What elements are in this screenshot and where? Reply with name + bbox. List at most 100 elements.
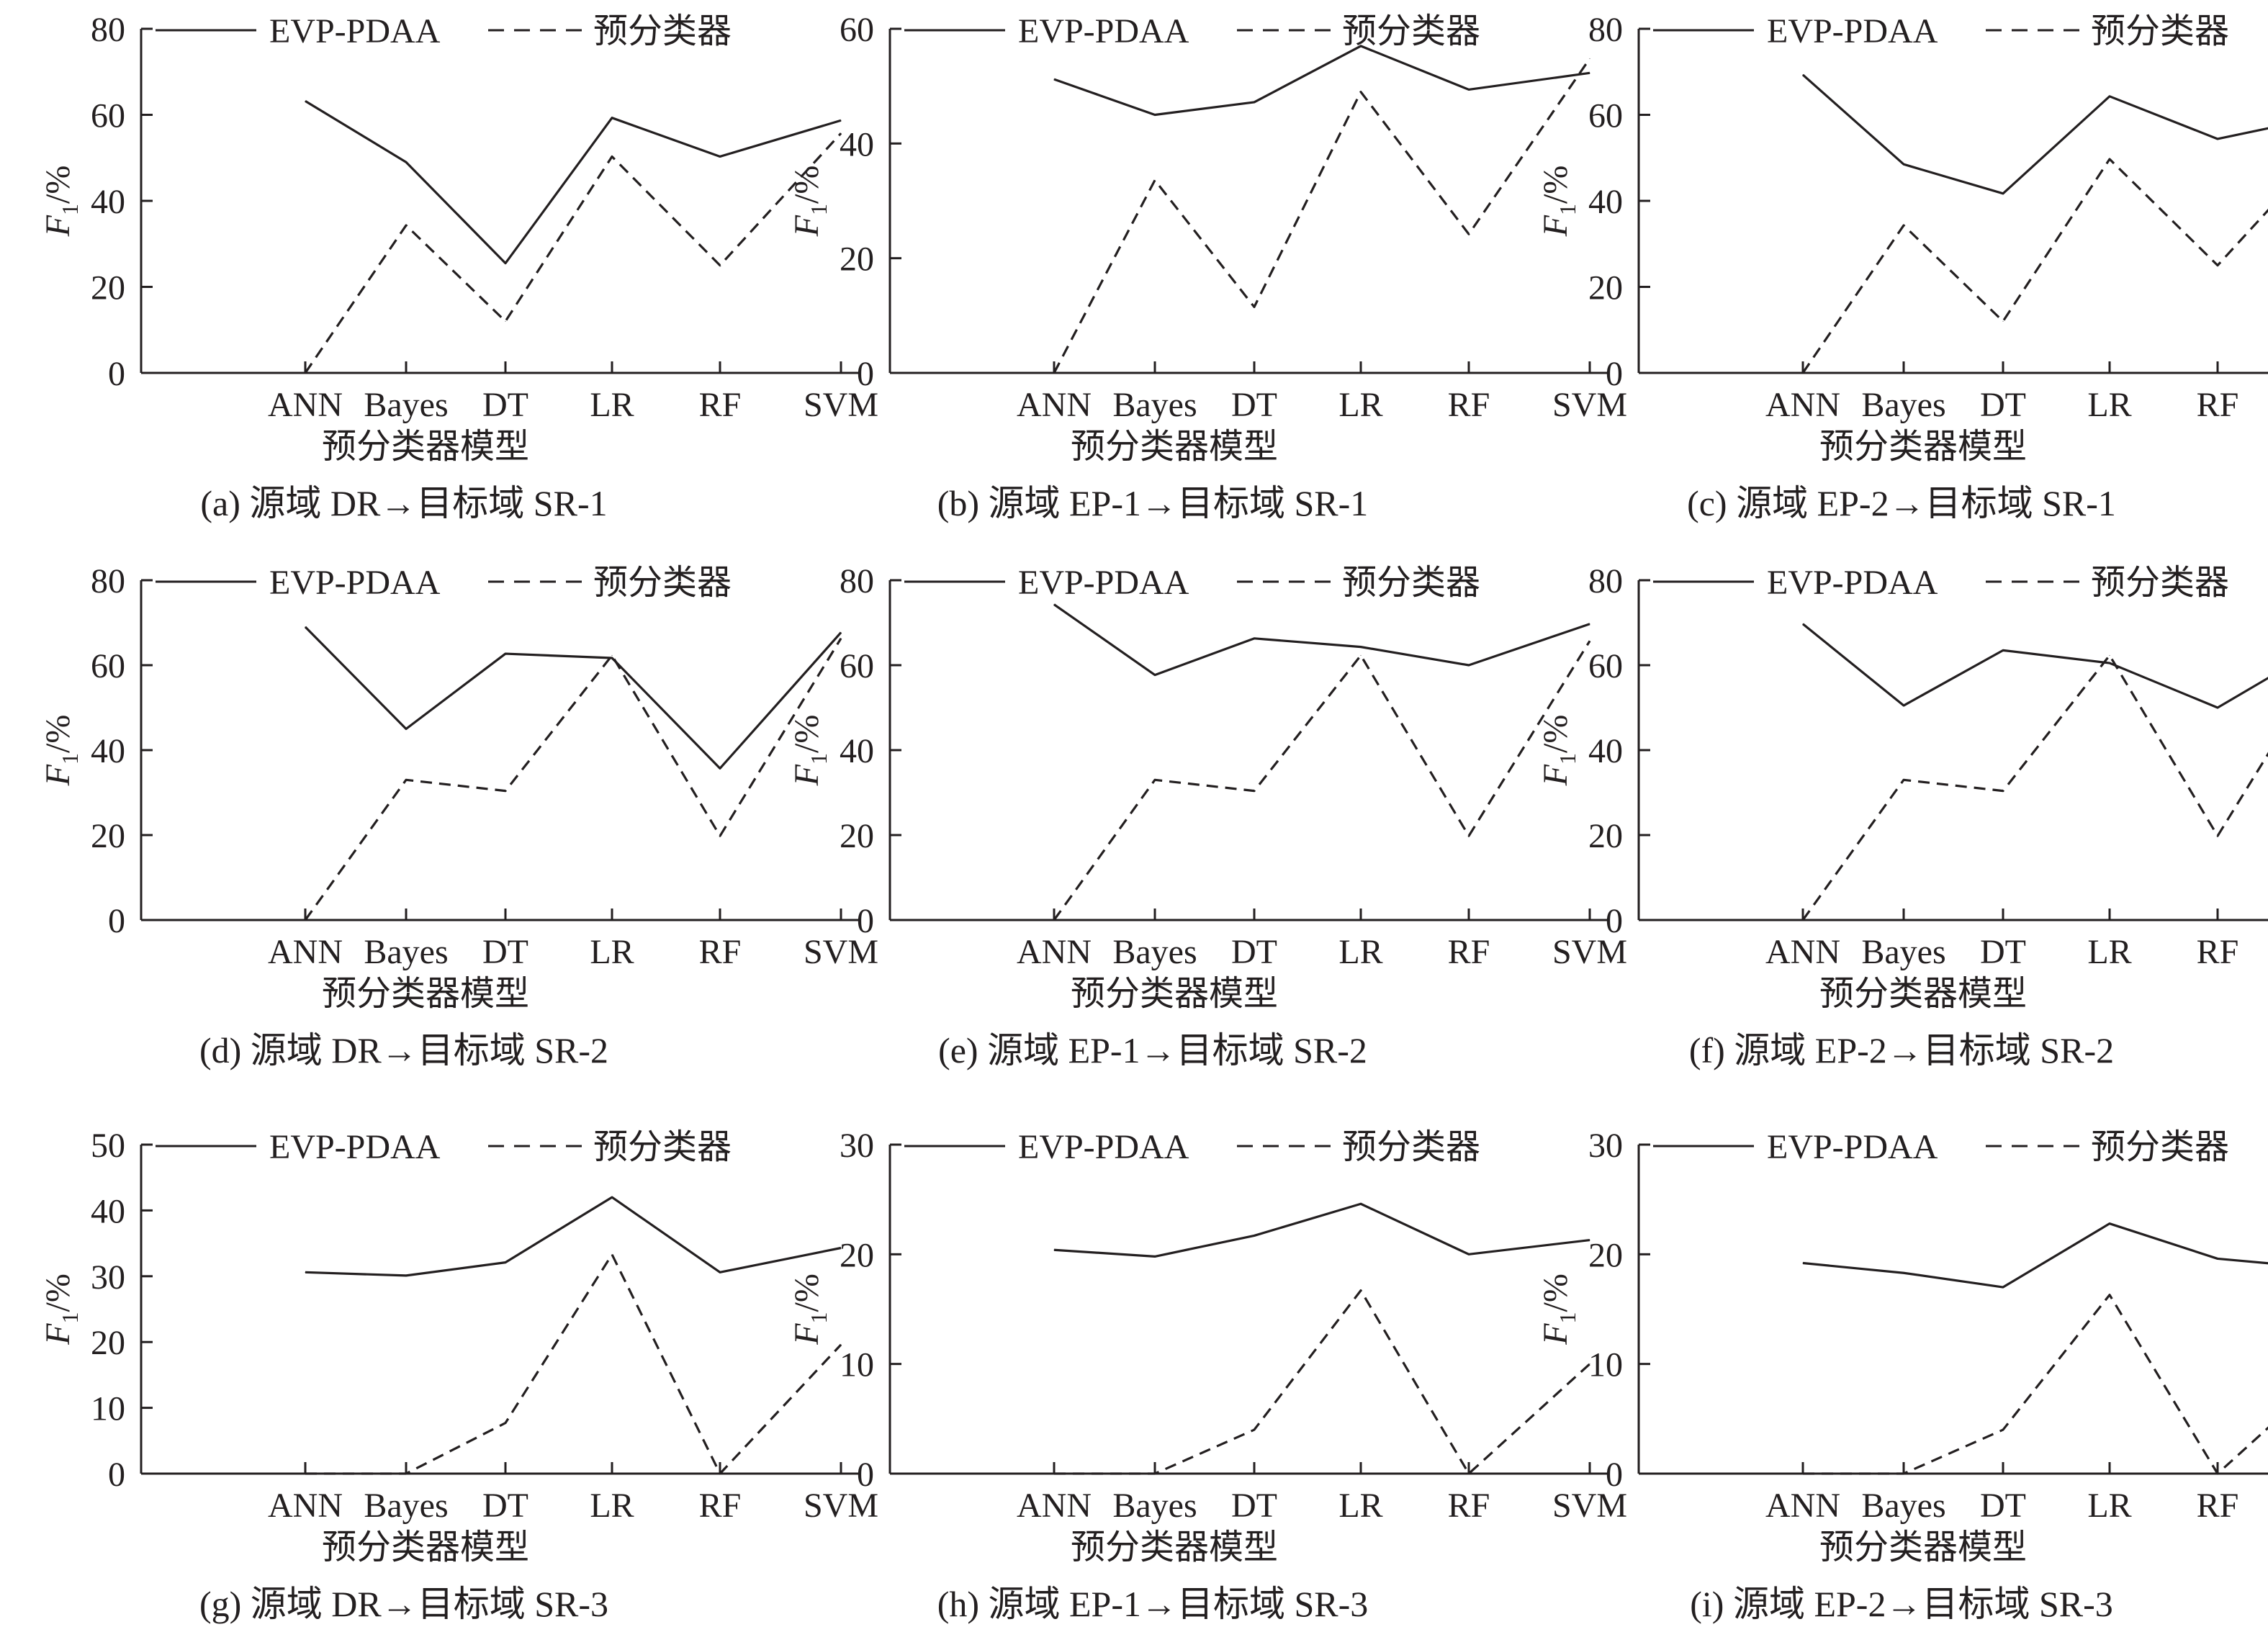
x-tick-label: LR xyxy=(590,933,634,971)
x-tick-label: Bayes xyxy=(364,1487,448,1525)
y-axis-label-f: F xyxy=(39,764,77,786)
y-axis-label-unit: /% xyxy=(1536,715,1575,753)
panel-caption: (i) 源域 EP-2→目标域 SR-3 xyxy=(1690,1584,2113,1624)
y-axis-label-sub: 1 xyxy=(1554,1312,1580,1324)
data-point xyxy=(719,1271,721,1273)
y-tick-label: 20 xyxy=(1588,817,1623,855)
y-axis-label-unit: /% xyxy=(788,166,826,204)
data-point xyxy=(1468,835,1470,837)
y-tick-label: 80 xyxy=(1588,562,1623,600)
y-axis-label-sub: 1 xyxy=(806,753,832,765)
y-tick-label: 30 xyxy=(840,1127,874,1165)
panel-caption: (g) 源域 DR→目标域 SR-3 xyxy=(199,1584,608,1624)
data-point xyxy=(305,372,306,374)
data-point xyxy=(305,1271,306,1273)
panel-caption: (a) 源域 DR→目标域 SR-1 xyxy=(200,483,607,523)
panel-caption: (b) 源域 EP-1→目标域 SR-1 xyxy=(937,483,1369,523)
x-tick-label: ANN xyxy=(1765,933,1840,971)
x-tick-label: SVM xyxy=(804,386,878,424)
data-point xyxy=(1360,1290,1362,1291)
data-point xyxy=(1053,919,1055,921)
series-line-evp-pdaa xyxy=(304,626,842,770)
data-point xyxy=(611,155,613,157)
series-line-preclassifier xyxy=(304,637,842,921)
data-point xyxy=(1468,89,1470,90)
y-axis-label: F1/% xyxy=(39,1273,83,1345)
data-point xyxy=(1802,74,1804,76)
y-tick-label: 20 xyxy=(1588,269,1623,307)
y-axis-label: F1/% xyxy=(788,166,832,238)
y-axis-label-f: F xyxy=(788,1323,826,1345)
y-axis-label: F1/% xyxy=(1536,715,1580,787)
y-tick-label: 40 xyxy=(91,732,125,770)
data-point xyxy=(1360,646,1362,648)
x-tick-label: ANN xyxy=(268,386,343,424)
y-axis-label: F1/% xyxy=(39,715,83,787)
data-point xyxy=(840,132,842,134)
data-point xyxy=(505,320,506,322)
panel-caption: (f) 源域 EP-2→目标域 SR-2 xyxy=(1689,1030,2114,1070)
data-point xyxy=(1154,1255,1156,1257)
y-axis-label-sub: 1 xyxy=(57,204,83,215)
x-axis-label: 预分类器模型 xyxy=(1819,428,2027,466)
x-tick-label: DT xyxy=(1980,386,2026,424)
data-point xyxy=(1154,179,1156,181)
legend-solid-label: EVP-PDAA xyxy=(1018,12,1189,50)
y-tick-label: 0 xyxy=(857,902,874,940)
data-point xyxy=(840,632,842,634)
data-point xyxy=(305,626,306,628)
x-axis-label: 预分类器模型 xyxy=(1071,975,1278,1013)
series-line-evp-pdaa xyxy=(1801,73,2268,195)
x-tick-label: Bayes xyxy=(1861,933,1945,971)
x-axis-label: 预分类器模型 xyxy=(1819,975,2027,1013)
y-axis-label-unit: /% xyxy=(39,715,77,753)
legend-dashed-label: 预分类器 xyxy=(1342,564,1480,602)
x-tick-label: Bayes xyxy=(1861,1487,1945,1525)
data-point xyxy=(1254,1235,1255,1236)
data-point xyxy=(305,100,306,102)
y-tick-label: 10 xyxy=(91,1390,125,1428)
series-line-evp-pdaa xyxy=(1802,1222,2268,1289)
y-tick-label: 40 xyxy=(91,1192,125,1230)
series-line-preclassifier xyxy=(1801,654,2268,921)
x-tick-label: DT xyxy=(1980,1487,2026,1525)
data-point xyxy=(505,790,506,792)
y-axis-label-f: F xyxy=(1536,764,1575,786)
y-tick-label: 80 xyxy=(1588,11,1623,49)
y-axis-label-f: F xyxy=(39,1323,77,1345)
y-tick-label: 10 xyxy=(1588,1346,1623,1384)
legend-dashed-label: 预分类器 xyxy=(1342,1128,1480,1166)
data-point xyxy=(1254,790,1255,792)
data-point xyxy=(611,1196,613,1198)
y-axis-label-unit: /% xyxy=(39,166,77,204)
y-tick-label: 60 xyxy=(1588,97,1623,135)
x-tick-label: RF xyxy=(2197,1487,2239,1525)
x-tick-label: LR xyxy=(2087,386,2131,424)
x-tick-label: LR xyxy=(1338,933,1382,971)
y-tick-label: 20 xyxy=(1588,1236,1623,1274)
x-axis-label: 预分类器模型 xyxy=(1819,1528,2027,1566)
x-tick-label: Bayes xyxy=(1861,386,1945,424)
series-line-preclassifier xyxy=(1053,58,1591,374)
y-axis-label-unit: /% xyxy=(788,715,826,753)
data-point xyxy=(2002,649,2004,651)
y-tick-label: 50 xyxy=(91,1127,125,1165)
y-tick-label: 20 xyxy=(840,817,874,855)
y-tick-label: 0 xyxy=(1606,355,1623,393)
x-axis-label: 预分类器模型 xyxy=(322,1528,529,1566)
data-point xyxy=(1154,114,1156,115)
legend-solid-label: EVP-PDAA xyxy=(1018,564,1189,602)
y-axis-label-f: F xyxy=(39,215,77,237)
x-tick-label: DT xyxy=(482,386,528,424)
series-line-evp-pdaa xyxy=(1053,1202,1590,1258)
x-tick-label: ANN xyxy=(268,1487,343,1525)
x-tick-label: LR xyxy=(590,1487,634,1525)
x-tick-label: ANN xyxy=(1017,1487,1092,1525)
data-point xyxy=(1360,91,1362,93)
data-point xyxy=(2002,193,2004,194)
y-axis-label-sub: 1 xyxy=(57,1312,83,1324)
data-point xyxy=(505,1262,506,1263)
x-tick-label: DT xyxy=(1231,933,1277,971)
